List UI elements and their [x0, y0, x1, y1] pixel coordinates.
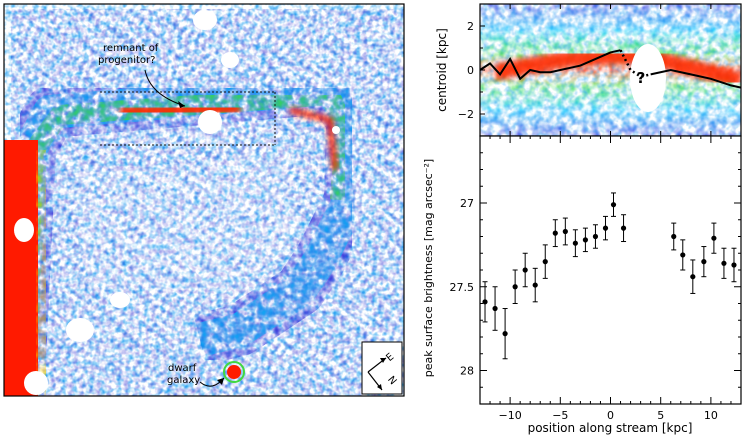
centroid-line	[479, 49, 621, 81]
brightness-point	[522, 267, 528, 273]
brightness-point	[680, 252, 686, 258]
remnant-label-line1: remnant of	[103, 43, 159, 54]
brightness-xtick-label: −10	[499, 409, 522, 422]
brightness-point	[532, 282, 538, 288]
brightness-frame	[479, 135, 742, 405]
brightness-ylabel: peak surface brightness [mag arcsec⁻²]	[422, 159, 435, 377]
centroid-ylabel: centroid [kpc]	[435, 28, 449, 112]
brightness-point	[512, 284, 518, 290]
brightness-point	[592, 233, 599, 240]
brightness-panel: −10 −5 0 5 10 27 27.5 28 peak surface brightnes…	[422, 135, 742, 435]
compass: E N	[361, 341, 403, 395]
brightness-points	[482, 192, 737, 360]
brightness-point	[582, 237, 589, 243]
brightness-axis: −10 −5 0 5 10 27 27.5 28	[450, 136, 741, 422]
brightness-xtick-label: 0	[607, 409, 614, 422]
stream-map-panel: remnant of progenitor? dwarf galaxy E N	[3, 3, 405, 397]
brightness-point	[482, 299, 488, 305]
brightness-ytick-label: 27	[460, 197, 474, 210]
brightness-point	[602, 225, 609, 231]
centroid-ytick-label: 0	[467, 64, 474, 77]
brightness-point	[690, 274, 696, 280]
dwarf-arrow-head	[217, 378, 224, 385]
brightness-xtick-label: −5	[552, 409, 568, 422]
map-frame	[3, 3, 405, 397]
centroid-lines	[479, 49, 742, 89]
brightness-point	[671, 233, 677, 240]
brightness-point	[552, 230, 558, 236]
stream-map-image	[4, 4, 404, 396]
brightness-point	[542, 259, 548, 265]
centroid-ytick-label: 2	[467, 20, 474, 33]
masked-star	[630, 44, 666, 112]
brightness-point	[701, 259, 707, 265]
brightness-point	[502, 331, 508, 337]
brightness-xlabel: position along stream [kpc]	[528, 421, 693, 435]
brightness-xtick-label: 10	[704, 409, 718, 422]
brightness-point	[562, 228, 568, 235]
brightness-xtick-label: 5	[657, 409, 664, 422]
remnant-arrow-head	[178, 101, 185, 108]
brightness-point	[721, 260, 727, 266]
brightness-ytick-label: 28	[460, 365, 474, 378]
brightness-point	[572, 240, 578, 246]
brightness-ytick-label: 27.5	[450, 281, 475, 294]
centroid-ytick-label: −2	[458, 108, 474, 121]
dwarf-label-line2: galaxy	[167, 375, 200, 386]
brightness-point	[711, 235, 717, 241]
brightness-point	[620, 225, 627, 231]
brightness-point	[492, 305, 498, 312]
dwarf-label-line1: dwarf	[168, 363, 197, 374]
centroid-line-dotted	[619, 49, 651, 78]
compass-east-label: E	[384, 351, 396, 363]
brightness-point	[610, 202, 617, 208]
brightness-point	[731, 262, 737, 268]
centroid-line-right	[650, 68, 742, 89]
remnant-label-line2: progenitor?	[98, 55, 155, 66]
centroid-panel: ? 2 0 −2 centroid [kpc]	[435, 3, 742, 137]
centroid-axis: 2 0 −2	[458, 4, 712, 136]
question-mark-annotation: ?	[637, 69, 646, 87]
